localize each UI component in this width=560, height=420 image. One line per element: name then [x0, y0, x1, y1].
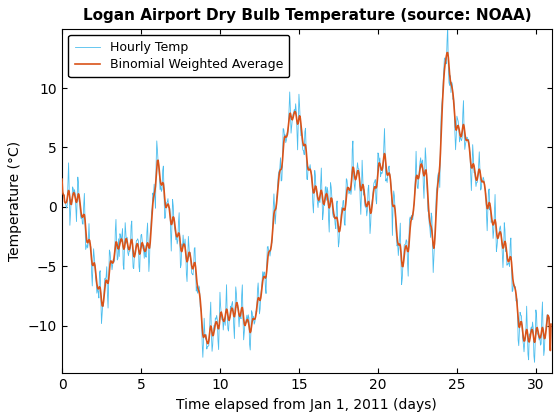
Hourly Temp [548, 322, 554, 327]
Title: Logan Airport Dry Bulb Temperature (source: NOAA): Logan Airport Dry Bulb Temperature (sour… [82, 8, 531, 24]
Binomial Weighted Average [267, 247, 274, 252]
Line: Hourly Temp: Hourly Temp [62, 26, 551, 362]
Hourly Temp [286, 108, 292, 113]
Binomial Weighted Average [59, 177, 66, 182]
Binomial Weighted Average [127, 241, 134, 247]
Binomial Weighted Average [409, 212, 416, 217]
Hourly Temp [127, 245, 134, 250]
Hourly Temp [421, 171, 428, 176]
Hourly Temp [59, 177, 66, 182]
Binomial Weighted Average [421, 172, 428, 177]
Legend: Hourly Temp, Binomial Weighted Average: Hourly Temp, Binomial Weighted Average [68, 35, 289, 77]
Binomial Weighted Average [444, 50, 451, 55]
Hourly Temp [531, 360, 538, 365]
Binomial Weighted Average [286, 116, 292, 121]
Binomial Weighted Average [548, 322, 554, 327]
Binomial Weighted Average [547, 348, 554, 353]
Hourly Temp [444, 24, 451, 29]
Hourly Temp [409, 217, 416, 222]
Y-axis label: Temperature (°C): Temperature (°C) [8, 141, 22, 261]
Line: Binomial Weighted Average: Binomial Weighted Average [62, 52, 551, 351]
X-axis label: Time elapsed from Jan 1, 2011 (days): Time elapsed from Jan 1, 2011 (days) [176, 398, 437, 412]
Hourly Temp [60, 192, 67, 197]
Hourly Temp [267, 249, 274, 254]
Binomial Weighted Average [60, 192, 67, 197]
